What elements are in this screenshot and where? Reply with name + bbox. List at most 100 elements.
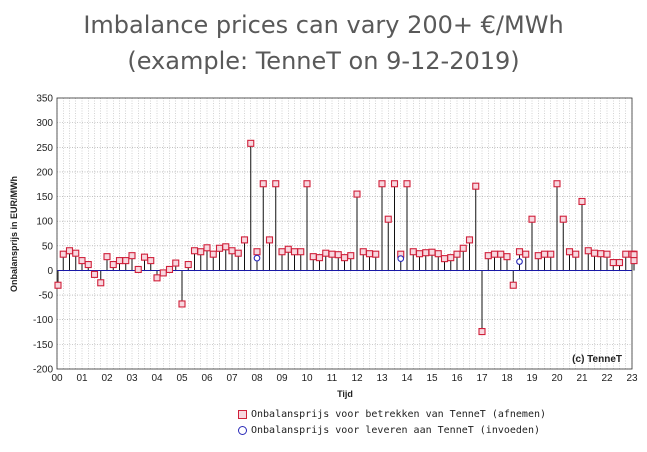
afnemen-point [184,260,192,269]
afnemen-point [509,281,517,289]
afnemen-point [365,250,374,258]
x-tick-label: 08 [251,373,263,384]
afnemen-point [528,215,536,223]
afnemen-point [90,270,99,278]
x-tick-label: 09 [276,373,288,384]
afnemen-point [190,247,199,255]
x-tick-label: 01 [76,373,88,384]
title-line-1: Imbalance prices can vary 200+ €/MWh [83,11,564,39]
x-tick-label: 02 [101,373,113,384]
afnemen-point [59,250,67,258]
x-tick-label: 22 [601,373,613,384]
afnemen-point [284,245,292,253]
afnemen-point [497,250,505,258]
afnemen-point [247,139,255,147]
afnemen-point [359,248,367,256]
afnemen-point [547,250,555,258]
y-tick-label: 100 [36,217,53,228]
afnemen-point [534,252,542,260]
afnemen-point [540,250,549,258]
afnemen-point [178,300,186,308]
copyright-annotation: (c) TenneT [572,354,622,365]
afnemen-point [172,259,180,267]
afnemen-point [147,257,155,265]
x-tick-label: 18 [501,373,513,384]
afnemen-point [565,248,574,256]
x-tick-label: 13 [376,373,388,384]
x-tick-label: 05 [176,373,188,384]
legend-item-invoeden: Onbalansprijs voor leveren aan TenneT (i… [238,425,540,436]
afnemen-point [215,244,224,252]
x-tick-label: 16 [451,373,463,384]
title-line-2: (example: TenneT on 9-12-2019) [127,47,520,75]
x-tick-label: 00 [51,373,63,384]
afnemen-point [609,259,617,267]
afnemen-point [590,249,599,257]
afnemen-point [465,236,474,244]
afnemen-point [272,180,280,188]
afnemen-point [515,248,524,256]
x-tick-label: 11 [327,373,338,384]
afnemen-point [322,249,330,257]
afnemen-point [459,244,467,252]
afnemen-point [159,269,167,277]
y-tick-label: -200 [33,365,53,376]
y-tick-label: 50 [42,241,54,252]
grid [56,97,633,370]
afnemen-point [553,180,561,188]
afnemen-point [334,251,342,259]
afnemen-point [597,250,605,258]
afnemen-point [297,248,305,256]
afnemen-point [347,252,355,260]
afnemen-point [54,281,62,289]
legend-label-invoeden: Onbalansprijs voor leveren aan TenneT (i… [251,425,540,436]
afnemen-point [572,250,580,258]
y-tick-label: 300 [36,118,53,129]
afnemen-point [153,274,161,282]
afnemen-point [472,182,480,190]
afnemen-point [630,251,638,259]
circle-marker-icon [238,425,247,435]
afnemen-point [78,257,86,265]
afnemen-point [84,260,92,269]
afnemen-point [353,190,361,198]
x-tick-label: 14 [401,373,413,384]
afnemen-point [115,257,124,265]
afnemen-point [434,250,442,258]
afnemen-point [234,249,242,257]
x-tick-label: 12 [351,373,363,384]
legend-item-afnemen: Onbalansprijs voor betrekken van TenneT … [238,409,546,420]
afnemen-point [140,253,149,261]
x-tick-label: 03 [126,373,138,384]
x-tick-label: 07 [226,373,238,384]
afnemen-point [203,244,211,252]
afnemen-point [378,180,386,188]
afnemen-point [278,248,286,256]
afnemen-point [484,252,492,260]
afnemen-point [503,253,511,261]
x-tick-label: 10 [301,373,313,384]
markers [54,139,638,336]
invoeden-point [516,258,523,265]
afnemen-point [584,247,592,255]
x-tick-label: 06 [201,373,213,384]
afnemen-point [315,254,324,262]
y-tick-label: 0 [47,266,53,277]
afnemen-point [197,248,205,256]
x-tick-label: 17 [476,373,488,384]
afnemen-point [65,247,74,255]
y-tick-label: 200 [36,167,53,178]
afnemen-point [478,328,486,336]
plot-frame [56,97,633,370]
afnemen-point [122,257,130,265]
x-tick-label: 20 [551,373,563,384]
afnemen-point [240,236,249,244]
y-tick-label: 350 [36,94,53,105]
afnemen-point [615,259,624,267]
afnemen-point [409,248,417,256]
y-tick-label: -50 [39,291,54,302]
afnemen-point [228,247,236,255]
afnemen-point [134,265,142,274]
